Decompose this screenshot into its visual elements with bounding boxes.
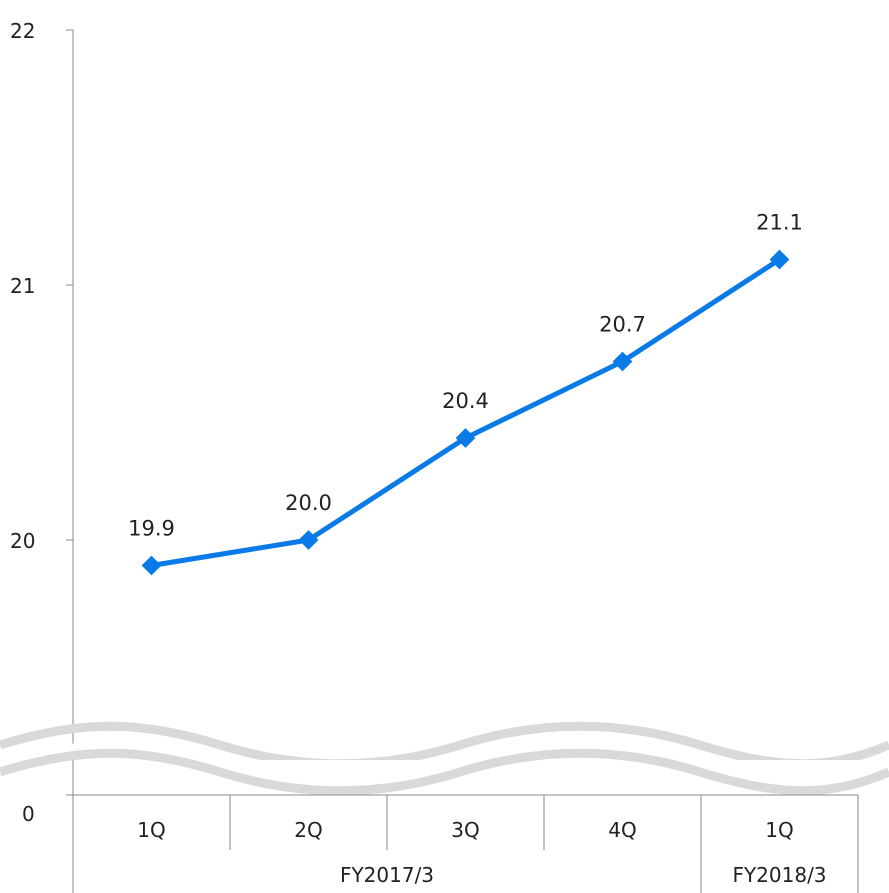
- data-label: 20.7: [599, 313, 646, 337]
- data-label: 19.9: [128, 517, 175, 541]
- y-tick-label-0: 0: [22, 802, 35, 826]
- y-tick-label-21: 21: [10, 274, 35, 298]
- data-point-marker: [141, 555, 162, 576]
- data-label: 20.0: [285, 491, 332, 515]
- y-tick-label-22: 22: [10, 19, 35, 43]
- x-category-label: 2Q: [294, 818, 322, 842]
- axis-break-mark: [0, 721, 889, 796]
- x-category-label: 1Q: [137, 818, 165, 842]
- y-tick-label-20: 20: [10, 529, 35, 553]
- x-group-label: FY2018/3: [732, 863, 826, 887]
- data-point-marker: [455, 428, 476, 448]
- data-label: 21.1: [756, 211, 803, 235]
- x-category-label: 3Q: [451, 818, 479, 842]
- data-label: 20.4: [442, 389, 489, 413]
- x-group-label: FY2017/3: [340, 863, 434, 887]
- x-category-label: 1Q: [765, 818, 793, 842]
- data-point-marker: [298, 530, 319, 550]
- x-category-label: 4Q: [608, 818, 636, 842]
- data-point-marker: [612, 351, 633, 372]
